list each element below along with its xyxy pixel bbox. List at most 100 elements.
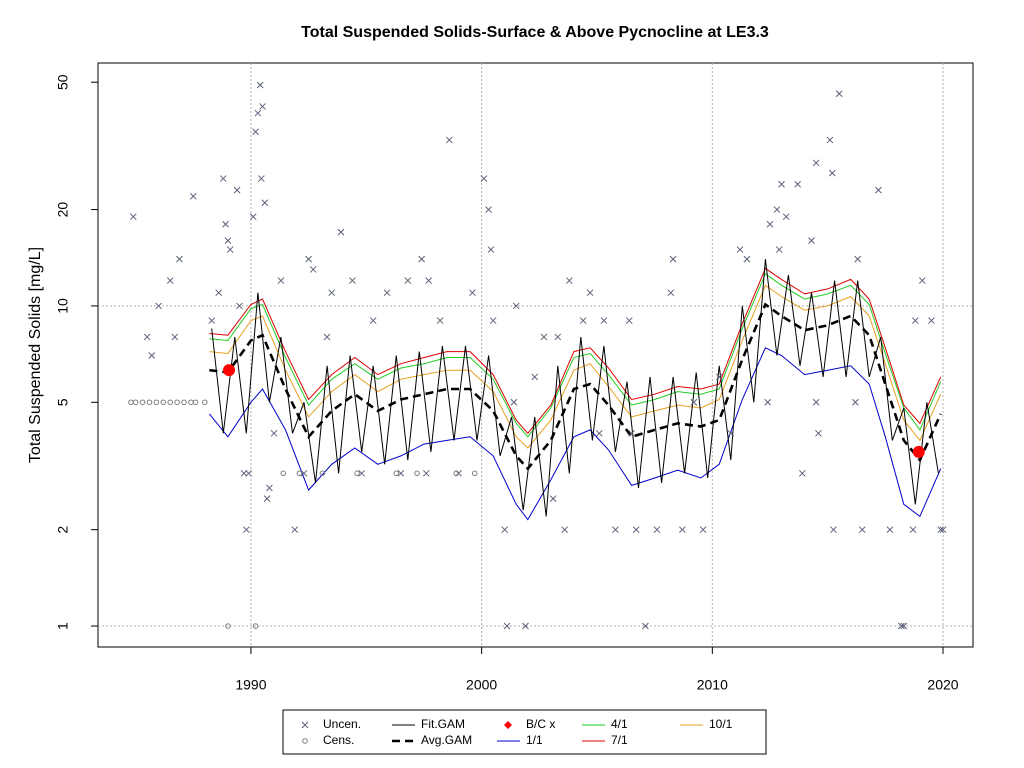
y-tick-label: 2 (55, 526, 71, 534)
censored-point (453, 470, 460, 477)
censored-point (354, 470, 360, 477)
legend-label: Fit.GAM (421, 717, 465, 731)
legend-label: 4/1 (611, 717, 628, 731)
uncensored-point (669, 255, 677, 263)
model-line (209, 273, 942, 438)
legend-label: B/C x (526, 717, 555, 731)
uncensored-point (236, 302, 243, 310)
uncensored-point (261, 199, 269, 207)
x-tick-label: 2000 (466, 677, 497, 693)
uncensored-point (383, 289, 391, 297)
uncensored-point (337, 228, 345, 236)
censored-point (280, 470, 287, 477)
censored-point (393, 470, 400, 477)
uncensored-point (487, 246, 495, 253)
uncensored-point (812, 398, 820, 406)
uncensored-point (259, 103, 266, 110)
uncensored-point (773, 206, 781, 213)
uncensored-point (148, 352, 156, 359)
x-tick-label: 2010 (697, 677, 728, 693)
uncensored-point (898, 622, 905, 630)
uncensored-point (245, 469, 252, 477)
y-tick-label: 1 (55, 622, 71, 630)
uncensored-point (900, 622, 908, 630)
uncensored-point (699, 526, 707, 534)
censored-point (202, 399, 208, 406)
censored-point (181, 399, 187, 406)
uncensored-point (422, 469, 430, 477)
censored-point (139, 399, 146, 406)
uncensored-point (579, 317, 587, 324)
legend-label: Avg.GAM (421, 733, 472, 747)
uncensored-point (249, 213, 257, 221)
uncensored-point (257, 175, 265, 182)
bc-point (912, 445, 925, 458)
uncensored-point (826, 136, 834, 144)
uncensored-point (625, 317, 633, 324)
x-tick-label: 2020 (927, 677, 958, 693)
uncensored-point (512, 302, 520, 310)
legend-label: 7/1 (611, 733, 628, 747)
uncensored-point (854, 255, 862, 263)
censored-point (471, 470, 478, 477)
uncensored-point (667, 289, 675, 297)
uncensored-point (727, 429, 735, 437)
uncensored-point (305, 255, 312, 263)
uncensored-point (909, 526, 917, 534)
uncensored-point (531, 373, 539, 381)
uncensored-point (425, 277, 432, 284)
uncensored-point (277, 277, 285, 284)
plot-frame (97, 62, 974, 648)
censored-point (225, 623, 231, 629)
uncensored-point (632, 526, 640, 534)
censored-point (192, 399, 199, 406)
avg-gam-line (209, 302, 942, 471)
uncensored-point (208, 317, 216, 324)
uncensored-point (328, 289, 336, 297)
legend-label: Uncen. (323, 717, 361, 731)
y-tick-label: 20 (55, 202, 71, 218)
uncensored-point (189, 192, 197, 200)
uncensored-point (612, 526, 619, 534)
uncensored-point (918, 277, 926, 284)
uncensored-point (875, 186, 882, 194)
uncensored-point (794, 180, 802, 188)
model-line (209, 347, 942, 521)
uncensored-point (549, 495, 557, 503)
y-tick-label: 5 (55, 398, 71, 406)
y-tick-label: 50 (55, 74, 71, 90)
uncensored-point (445, 136, 453, 144)
model-line (211, 259, 939, 517)
uncensored-point (254, 109, 262, 117)
uncensored-point (586, 289, 594, 297)
uncensored-point (485, 206, 492, 213)
uncensored-point (323, 333, 331, 341)
censored-point (188, 399, 194, 406)
uncensored-point (928, 317, 935, 324)
uncensored-point (522, 622, 529, 630)
uncensored-point (937, 526, 945, 534)
uncensored-point (540, 333, 548, 341)
uncensored-point (397, 469, 405, 477)
chart-title: Total Suspended Solids-Surface & Above P… (301, 24, 769, 41)
y-axis-label: Total Suspended Solids [mg/L] (27, 247, 44, 463)
uncensored-point (736, 246, 744, 253)
uncensored-point (256, 81, 264, 89)
uncensored-point (830, 526, 837, 534)
uncensored-point (171, 333, 179, 341)
uncensored-point (242, 526, 250, 534)
uncensored-point (263, 495, 271, 503)
uncensored-point (489, 317, 497, 324)
uncensored-point (358, 469, 366, 477)
bc-point (223, 364, 236, 377)
uncensored-point (469, 289, 476, 297)
uncensored-point (222, 220, 229, 228)
x-tick-label: 1990 (235, 677, 266, 693)
uncensored-point (642, 622, 649, 630)
uncensored-point (828, 169, 836, 177)
censored-point (153, 399, 160, 406)
uncensored-point (219, 175, 227, 182)
uncensored-point (270, 429, 278, 437)
legend-symbol (301, 721, 309, 729)
censored-point (146, 399, 153, 406)
